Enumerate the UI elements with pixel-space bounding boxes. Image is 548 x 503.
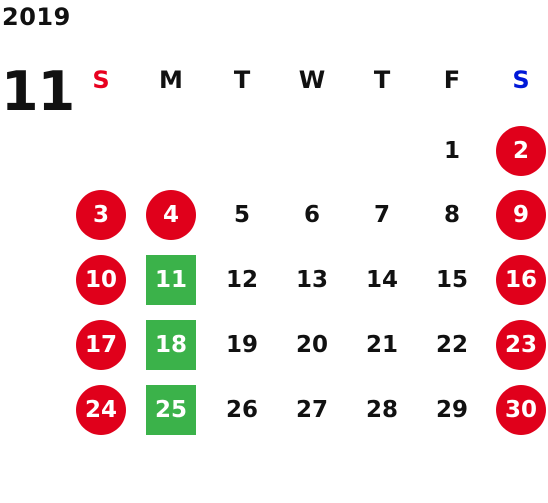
day-cell-11[interactable]: 11 [146,255,196,305]
day-cell-25[interactable]: 25 [146,385,196,435]
day-cell-9[interactable]: 9 [496,190,546,240]
weekday-thursday: T [373,66,391,94]
day-cell-20[interactable]: 20 [295,332,328,358]
day-cell-4[interactable]: 4 [146,190,196,240]
day-cell-29[interactable]: 29 [435,397,468,423]
day-cell-24[interactable]: 24 [76,385,126,435]
day-cell-5[interactable]: 5 [233,202,250,228]
day-cell-19[interactable]: 19 [225,332,258,358]
day-cell-27[interactable]: 27 [295,397,328,423]
weekday-monday: M [159,66,183,94]
day-cell-1[interactable]: 1 [443,138,460,164]
day-cell-13[interactable]: 13 [295,267,328,293]
day-cell-8[interactable]: 8 [443,202,460,228]
day-cell-18[interactable]: 18 [146,320,196,370]
day-cell-28[interactable]: 28 [365,397,398,423]
day-cell-26[interactable]: 26 [225,397,258,423]
day-cell-12[interactable]: 12 [225,267,258,293]
day-cell-30[interactable]: 30 [496,385,546,435]
weekday-wednesday: W [298,66,326,94]
day-cell-21[interactable]: 21 [365,332,398,358]
day-cell-14[interactable]: 14 [365,267,398,293]
day-cell-6[interactable]: 6 [303,202,320,228]
day-cell-23[interactable]: 23 [496,320,546,370]
weekday-saturday: S [512,66,530,94]
year-label: 2019 [2,3,71,31]
day-cell-10[interactable]: 10 [76,255,126,305]
day-cell-2[interactable]: 2 [496,126,546,176]
day-cell-15[interactable]: 15 [435,267,468,293]
month-label: 11 [1,60,75,123]
day-cell-16[interactable]: 16 [496,255,546,305]
day-cell-7[interactable]: 7 [373,202,390,228]
weekday-sunday: S [92,66,110,94]
day-cell-3[interactable]: 3 [76,190,126,240]
weekday-tuesday: T [233,66,251,94]
weekday-friday: F [443,66,461,94]
day-cell-17[interactable]: 17 [76,320,126,370]
day-cell-22[interactable]: 22 [435,332,468,358]
